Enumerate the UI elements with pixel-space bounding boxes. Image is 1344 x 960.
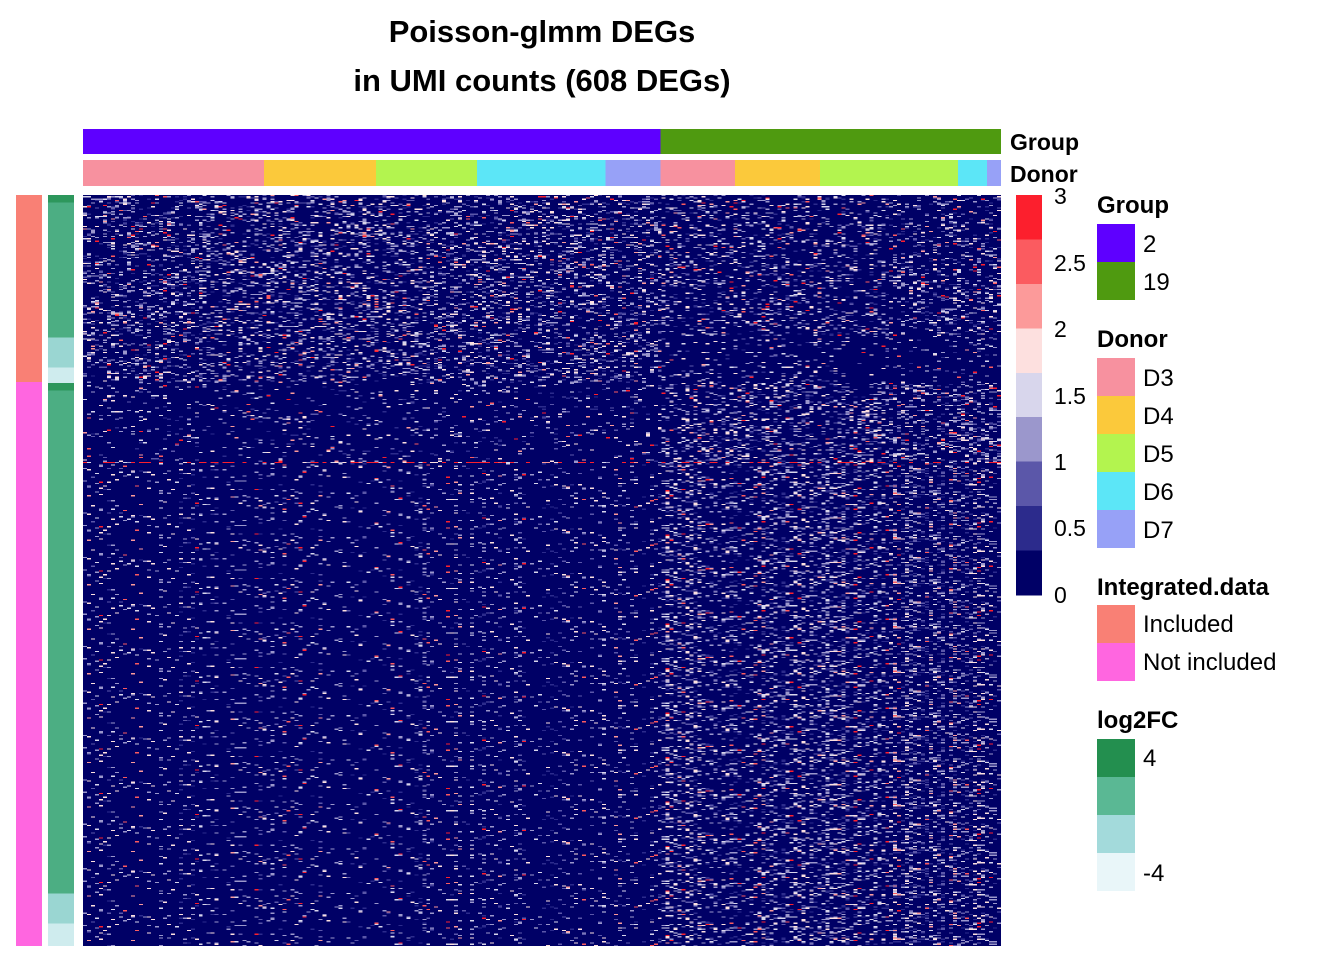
log2fc-track-segment [48, 923, 74, 946]
colorbar-block [1016, 328, 1042, 374]
integrated-track-segment [16, 381, 42, 946]
colorbar-block [1016, 461, 1042, 507]
log2fc-legend-swatch [1097, 815, 1135, 853]
donor-legend-title: Donor [1097, 326, 1168, 354]
log2fc-legend-max: 4 [1143, 745, 1156, 773]
log2fc-track-segment [48, 367, 74, 383]
log2fc-track-segment [48, 893, 74, 924]
integrated-legend-title: Integrated.data [1097, 574, 1269, 602]
heatmap-cells [83, 195, 1001, 946]
donor-track-segment [957, 160, 988, 186]
log2fc-legend-min: -4 [1143, 860, 1164, 888]
donor-track-segment [476, 160, 606, 186]
chart-title-line2: in UMI counts (608 DEGs) [232, 63, 852, 99]
colorbar-block [1016, 372, 1042, 418]
integrated-legend-swatch [1097, 643, 1135, 681]
log2fc-track-segment [48, 195, 74, 203]
colorbar-tick: 0.5 [1054, 515, 1086, 542]
group-track-segment [83, 129, 661, 154]
integrated-track-segment [16, 195, 42, 382]
donor-track-segment [660, 160, 735, 186]
donor-track-label: Donor [1010, 161, 1078, 188]
colorbar-tick: 2.5 [1054, 250, 1086, 277]
colorbar-tick: 2 [1054, 316, 1067, 343]
colorbar-block [1016, 195, 1042, 240]
chart-title-line1: Poisson-glmm DEGs [232, 14, 852, 50]
group-legend-label: 2 [1143, 231, 1156, 259]
donor-track-segment [263, 160, 376, 186]
integrated-legend-label: Not included [1143, 649, 1276, 677]
donor-track-segment [83, 160, 264, 186]
log2fc-track-segment [48, 390, 74, 894]
donor-track-segment [987, 160, 1001, 186]
group-legend-swatch [1097, 262, 1135, 300]
group-legend-swatch [1097, 224, 1135, 262]
colorbar-block [1016, 283, 1042, 329]
donor-legend-swatch [1097, 510, 1135, 548]
colorbar-block [1016, 239, 1042, 285]
donor-legend-label: D6 [1143, 479, 1174, 507]
donor-legend-swatch [1097, 472, 1135, 510]
group-legend-label: 19 [1143, 269, 1170, 297]
integrated-legend-label: Included [1143, 611, 1234, 639]
donor-track-segment [820, 160, 958, 186]
log2fc-legend-swatch [1097, 739, 1135, 777]
integrated-legend-swatch [1097, 605, 1135, 643]
log2fc-legend-title: log2FC [1097, 707, 1178, 735]
donor-legend-swatch [1097, 434, 1135, 472]
log2fc-track-segment [48, 382, 74, 391]
donor-legend-swatch [1097, 358, 1135, 396]
log2fc-track-segment [48, 337, 74, 368]
group-legend-title: Group [1097, 192, 1169, 220]
colorbar-tick: 1 [1054, 449, 1067, 476]
donor-legend-label: D5 [1143, 441, 1174, 469]
donor-track-segment [605, 160, 661, 186]
donor-track-segment [375, 160, 477, 186]
log2fc-legend-swatch [1097, 777, 1135, 815]
group-track-segment [660, 129, 1001, 154]
colorbar-tick: 3 [1054, 183, 1067, 210]
donor-track-segment [734, 160, 821, 186]
colorbar-block [1016, 417, 1042, 463]
donor-legend-label: D3 [1143, 365, 1174, 393]
colorbar-block [1016, 506, 1042, 552]
log2fc-track-segment [48, 202, 74, 338]
group-track-label: Group [1010, 129, 1079, 156]
colorbar-block [1016, 550, 1042, 596]
donor-legend-swatch [1097, 396, 1135, 434]
donor-legend-label: D7 [1143, 517, 1174, 545]
log2fc-legend-swatch [1097, 853, 1135, 891]
heatmap-body [83, 195, 1001, 946]
donor-legend-label: D4 [1143, 403, 1174, 431]
colorbar-tick: 0 [1054, 582, 1067, 609]
colorbar-tick: 1.5 [1054, 383, 1086, 410]
